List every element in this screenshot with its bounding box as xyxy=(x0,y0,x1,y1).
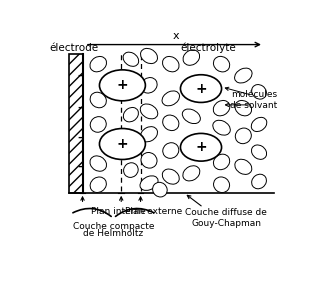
Ellipse shape xyxy=(251,117,267,132)
Ellipse shape xyxy=(183,50,200,65)
Text: +: + xyxy=(117,137,128,151)
Circle shape xyxy=(180,75,222,102)
Ellipse shape xyxy=(90,92,106,108)
Ellipse shape xyxy=(90,156,106,171)
Text: molécules
de solvant: molécules de solvant xyxy=(230,90,277,110)
Text: électrolyte: électrolyte xyxy=(180,42,236,53)
Text: -: - xyxy=(78,162,82,172)
Ellipse shape xyxy=(235,128,251,144)
Text: +: + xyxy=(117,78,128,92)
Ellipse shape xyxy=(124,163,138,177)
Ellipse shape xyxy=(153,182,167,197)
Ellipse shape xyxy=(123,108,139,122)
Text: +: + xyxy=(195,81,207,96)
Ellipse shape xyxy=(213,154,230,170)
Ellipse shape xyxy=(162,169,179,184)
Ellipse shape xyxy=(213,120,230,135)
Ellipse shape xyxy=(252,85,266,99)
Text: Couche compacte: Couche compacte xyxy=(73,222,154,231)
Text: de Helmholtz: de Helmholtz xyxy=(83,229,144,238)
Text: +: + xyxy=(195,140,207,154)
Ellipse shape xyxy=(235,100,251,116)
Ellipse shape xyxy=(140,48,158,64)
Ellipse shape xyxy=(141,77,157,93)
Ellipse shape xyxy=(213,100,230,116)
Ellipse shape xyxy=(182,109,200,124)
Circle shape xyxy=(100,128,145,160)
Ellipse shape xyxy=(251,145,266,159)
Circle shape xyxy=(180,133,222,161)
Ellipse shape xyxy=(140,104,158,119)
Ellipse shape xyxy=(90,177,106,193)
Text: -: - xyxy=(78,103,82,113)
Text: Plan interne: Plan interne xyxy=(91,207,146,216)
Ellipse shape xyxy=(123,52,139,66)
Ellipse shape xyxy=(140,176,158,191)
Ellipse shape xyxy=(162,91,179,106)
Text: Couche diffuse de
Gouy-Chapman: Couche diffuse de Gouy-Chapman xyxy=(185,209,267,228)
Ellipse shape xyxy=(183,166,200,181)
Ellipse shape xyxy=(163,143,179,158)
Text: -: - xyxy=(78,70,82,81)
Ellipse shape xyxy=(252,174,266,189)
Ellipse shape xyxy=(213,56,230,72)
Ellipse shape xyxy=(235,159,252,174)
Text: électrode: électrode xyxy=(49,43,98,53)
Ellipse shape xyxy=(141,153,157,168)
Ellipse shape xyxy=(90,57,106,72)
Ellipse shape xyxy=(213,177,230,193)
Ellipse shape xyxy=(163,115,179,130)
Ellipse shape xyxy=(90,117,106,132)
Text: -: - xyxy=(78,133,82,142)
Ellipse shape xyxy=(140,127,158,142)
Ellipse shape xyxy=(163,57,179,72)
Text: x: x xyxy=(172,31,179,41)
Ellipse shape xyxy=(235,68,252,83)
Text: Plan externe: Plan externe xyxy=(125,207,183,216)
Bar xyxy=(69,54,82,193)
Circle shape xyxy=(100,70,145,101)
